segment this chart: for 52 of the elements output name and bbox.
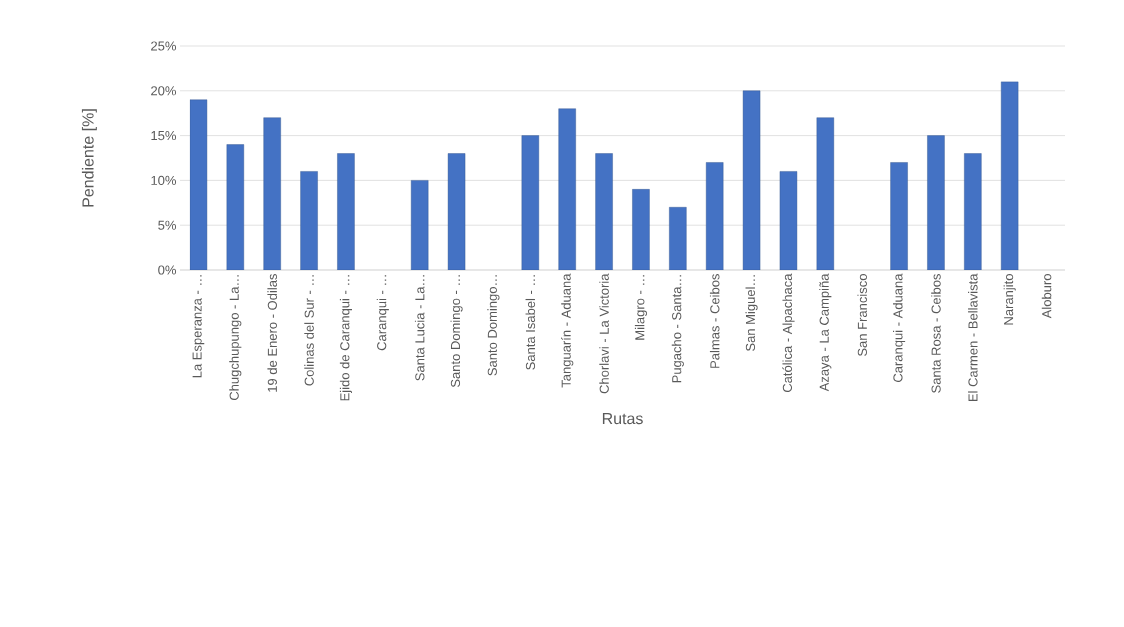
x-tick-label: San Miguel… — [745, 275, 758, 351]
x-tick-label: Caranqui - Aduana — [893, 273, 906, 382]
bar — [964, 153, 982, 270]
x-tick-label: San Francisco — [857, 274, 867, 357]
x-tick-label: Aloburo — [1041, 274, 1052, 319]
y-tick-label: 0% — [158, 265, 177, 275]
bar — [447, 153, 466, 270]
x-tick-label: Milagro - … — [634, 275, 647, 340]
bar — [263, 117, 281, 270]
bar — [927, 135, 945, 270]
x-tick-label: Chorlavi - La Victoria — [599, 273, 609, 394]
y-tick-label: 15% — [151, 131, 177, 141]
y-tick-label: 20% — [151, 86, 177, 96]
x-tick-label: Santa Lucia - La… — [414, 275, 425, 381]
x-tick-label: El Carmen - Bellavista — [968, 273, 978, 402]
bar — [669, 207, 687, 270]
bar — [1001, 81, 1019, 270]
x-tick-label: Pugacho - Santa… — [671, 275, 684, 383]
x-tick-label: Chugchupungo - La… — [229, 275, 242, 401]
bar — [779, 171, 798, 270]
y-tick-label: 10% — [151, 175, 177, 185]
x-tick-label: Santo Domingo - … — [450, 275, 463, 388]
y-tick-label: 25% — [151, 41, 177, 51]
x-tick-label: Palmas - Ceibos — [709, 274, 720, 368]
x-tick-label: Azaya - La Campiña — [819, 273, 832, 392]
bar — [226, 144, 245, 270]
bar — [595, 153, 613, 270]
bar — [521, 135, 540, 270]
bar — [300, 171, 318, 270]
bar — [816, 117, 835, 270]
x-tick-label: Santa Rosa - Ceibos — [931, 274, 941, 393]
bar — [410, 180, 429, 270]
x-tick-label: Tanguarín - Aduana — [561, 273, 574, 388]
y-axis-title: Pendiente [%] — [81, 109, 97, 207]
x-tick-label: Ejido de Caranqui - … — [339, 275, 352, 401]
x-tick-label: 19 de Enero - Odilas — [267, 274, 277, 392]
x-tick-label: Naranjito — [1003, 274, 1016, 325]
bar — [890, 162, 908, 270]
bar — [189, 99, 208, 270]
y-tick-label: 5% — [158, 220, 177, 230]
x-tick-label: Católica - Alpachaca — [782, 273, 795, 393]
x-tick-label: Santo Domingo… — [487, 275, 500, 376]
bar — [337, 153, 355, 270]
bar — [632, 189, 650, 270]
bar — [558, 108, 576, 270]
x-tick-label: Santa Isabel - … — [525, 275, 536, 370]
x-tick-label: Colinas del Sur - … — [304, 275, 314, 386]
bar — [742, 90, 761, 270]
x-tick-label: La Esperanza - … — [192, 275, 205, 378]
bar — [706, 162, 724, 270]
x-axis-title: Rutas — [602, 412, 643, 425]
x-tick-label: Caranqui - … — [376, 275, 389, 351]
